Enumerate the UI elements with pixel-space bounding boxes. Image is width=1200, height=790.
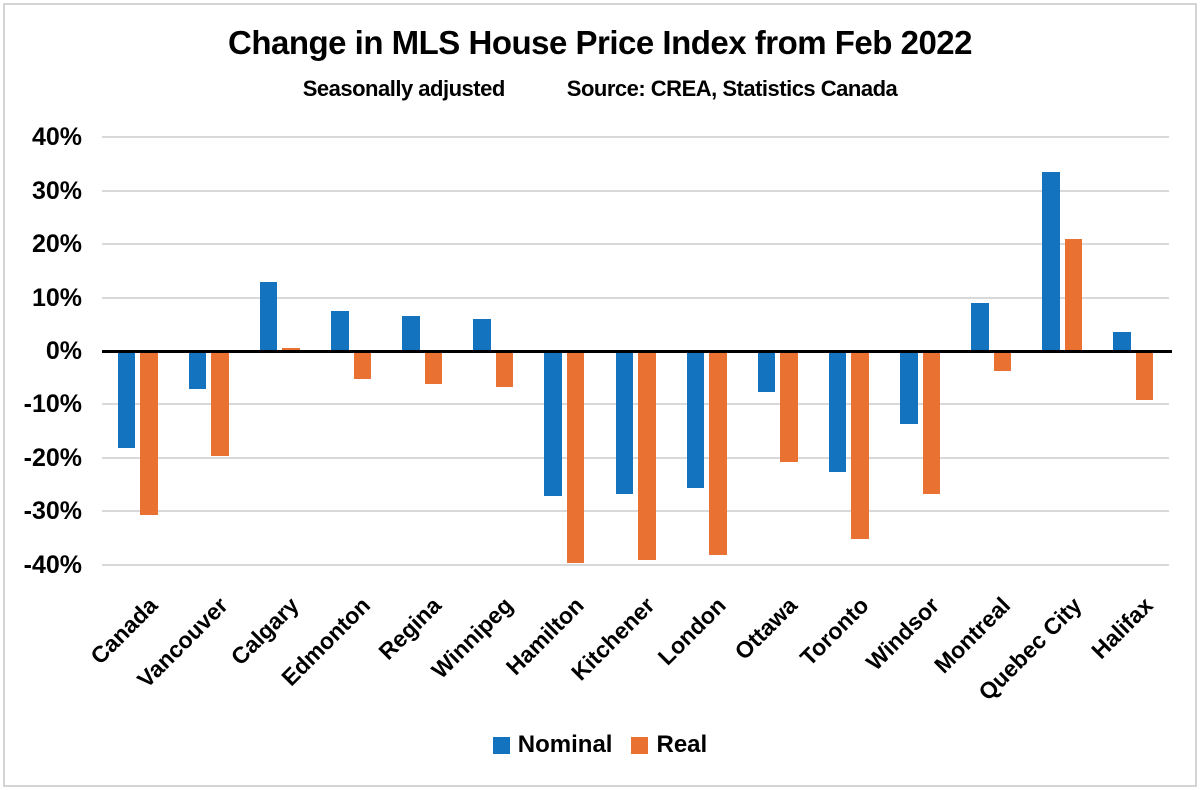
bar-nominal-canada <box>117 352 136 449</box>
legend-item-real: Real <box>631 733 707 757</box>
bar-nominal-calgary <box>259 281 278 351</box>
bar-real-vancouver <box>211 352 229 457</box>
bar-real-toronto <box>851 352 869 539</box>
chart-subtitle: Seasonally adjusted Source: CREA, Statis… <box>0 76 1200 102</box>
bar-nominal-halifax <box>1113 332 1131 351</box>
y-axis-tick-label: -30% <box>23 497 82 526</box>
bar-nominal-toronto <box>828 352 847 473</box>
legend-label-real: Real <box>656 731 708 758</box>
bar-real-quebec-city <box>1064 238 1083 351</box>
bar-nominal-montreal <box>971 302 989 351</box>
y-axis-tick-label: 30% <box>31 176 82 205</box>
y-gridline-40 <box>102 136 1169 139</box>
y-axis-tick-label: 40% <box>31 123 82 152</box>
y-axis-tick-label: -40% <box>23 550 82 579</box>
bar-real-kitchener <box>638 352 656 561</box>
subtitle-source-note: Source: CREA, Statistics Canada <box>566 76 898 101</box>
bar-nominal-regina <box>402 316 420 351</box>
bar-nominal-hamilton <box>544 352 562 497</box>
y-gridline-20 <box>102 243 1169 246</box>
bar-nominal-ottawa <box>757 352 776 392</box>
bar-real-halifax <box>1135 352 1154 401</box>
bar-real-windsor <box>922 352 940 494</box>
y-gridline--40 <box>102 563 1169 566</box>
legend-swatch-real <box>631 736 649 754</box>
bar-nominal-vancouver <box>188 352 207 390</box>
legend-swatch-nominal <box>492 736 510 754</box>
bar-nominal-edmonton <box>331 310 349 351</box>
bar-real-hamilton <box>566 352 585 563</box>
bar-nominal-windsor <box>900 352 918 425</box>
bar-real-london <box>709 352 727 555</box>
y-gridline-10 <box>102 296 1169 299</box>
bar-real-ottawa <box>780 352 798 462</box>
y-axis-tick-label: -20% <box>23 443 82 472</box>
bar-real-canada <box>140 352 158 515</box>
subtitle-adjustment-note: Seasonally adjusted <box>302 76 506 101</box>
y-axis-tick-label: 0% <box>45 337 82 365</box>
bar-nominal-london <box>686 352 705 489</box>
y-gridline-30 <box>102 189 1169 192</box>
bar-real-montreal <box>993 352 1012 371</box>
y-axis-tick-label: -10% <box>23 390 82 419</box>
bar-real-winnipeg <box>495 352 514 387</box>
bar-nominal-winnipeg <box>473 319 491 351</box>
y-gridline--10 <box>102 403 1169 406</box>
legend-item-nominal: Nominal <box>492 731 613 758</box>
y-gridline--20 <box>102 456 1169 459</box>
bar-nominal-kitchener <box>615 352 633 494</box>
y-axis-tick-label: 20% <box>31 230 82 259</box>
x-axis-zero-line <box>102 349 1172 353</box>
y-gridline--30 <box>102 510 1169 513</box>
bar-nominal-quebec-city <box>1042 172 1060 351</box>
bar-real-regina <box>424 352 443 384</box>
legend: Nominal Real <box>0 733 1200 757</box>
legend-label-nominal: Nominal <box>517 731 613 758</box>
chart-frame-border <box>3 3 1197 787</box>
y-axis-tick-label: 10% <box>31 283 82 312</box>
bar-real-edmonton <box>353 352 371 379</box>
chart-title: Change in MLS House Price Index from Feb… <box>227 24 973 61</box>
